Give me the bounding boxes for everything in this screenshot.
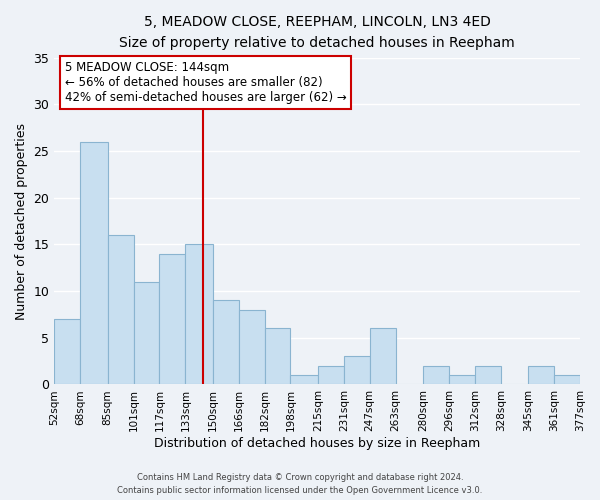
Bar [134,282,160,384]
Bar [475,366,501,384]
Bar [160,254,185,384]
Bar [554,375,580,384]
Text: 5 MEADOW CLOSE: 144sqm
← 56% of detached houses are smaller (82)
42% of semi-det: 5 MEADOW CLOSE: 144sqm ← 56% of detached… [65,61,347,104]
Bar [185,244,213,384]
Bar [107,235,134,384]
Bar [318,366,344,384]
Bar [213,300,239,384]
Text: Contains HM Land Registry data © Crown copyright and database right 2024.
Contai: Contains HM Land Registry data © Crown c… [118,474,482,495]
Bar [344,356,370,384]
Bar [290,375,318,384]
Bar [449,375,475,384]
Bar [528,366,554,384]
Bar [265,328,290,384]
Bar [423,366,449,384]
Y-axis label: Number of detached properties: Number of detached properties [15,122,28,320]
X-axis label: Distribution of detached houses by size in Reepham: Distribution of detached houses by size … [154,437,480,450]
Bar [370,328,395,384]
Title: 5, MEADOW CLOSE, REEPHAM, LINCOLN, LN3 4ED
Size of property relative to detached: 5, MEADOW CLOSE, REEPHAM, LINCOLN, LN3 4… [119,15,515,50]
Bar [239,310,265,384]
Bar [54,319,80,384]
Bar [80,142,107,384]
